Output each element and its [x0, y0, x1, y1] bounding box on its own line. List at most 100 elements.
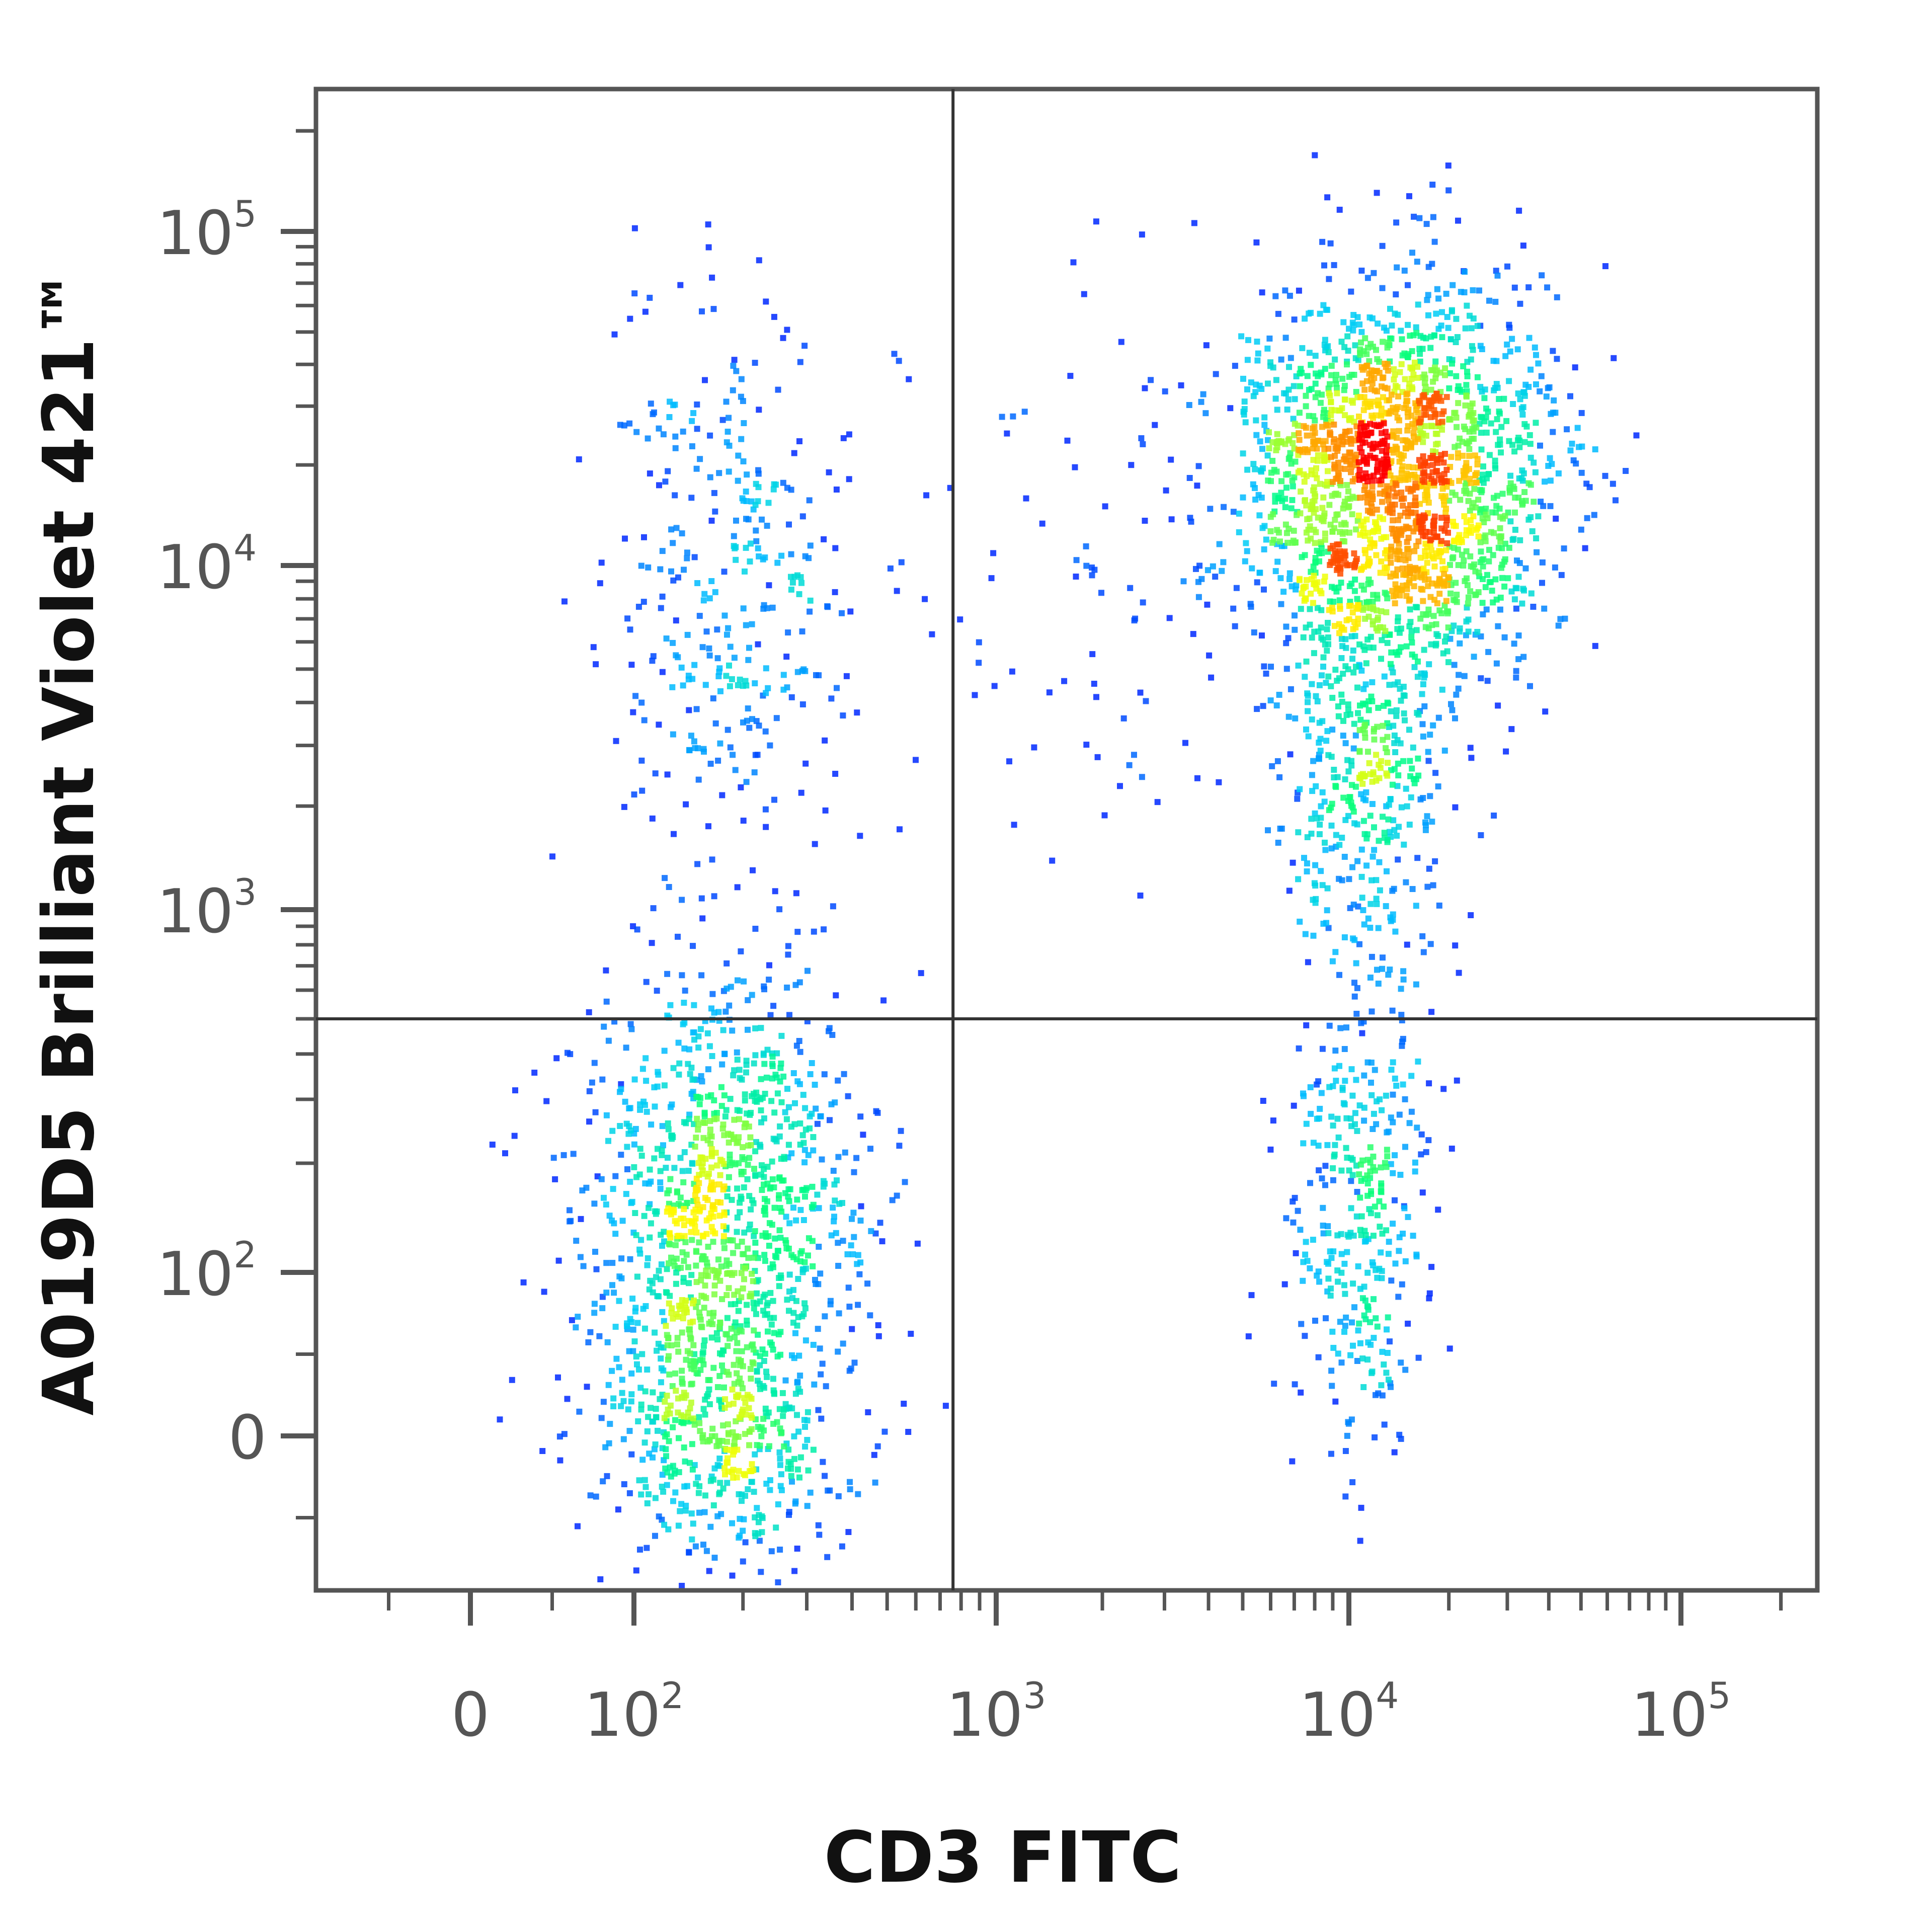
event-point	[1264, 345, 1271, 352]
event-point	[1358, 1213, 1365, 1220]
event-point	[1557, 616, 1564, 622]
event-point	[1332, 556, 1338, 562]
event-point	[717, 688, 723, 694]
event-point	[638, 562, 645, 569]
event-point	[1308, 816, 1315, 822]
event-point	[752, 1052, 759, 1059]
event-point	[1550, 429, 1556, 435]
event-point	[619, 1218, 626, 1224]
event-point	[745, 657, 752, 663]
event-point	[1341, 344, 1348, 350]
event-point	[1162, 388, 1168, 394]
event-point	[1411, 502, 1418, 509]
event-point	[1403, 879, 1409, 886]
event-point	[775, 1331, 782, 1338]
event-point	[1425, 583, 1431, 589]
event-point	[1310, 1140, 1317, 1146]
event-point	[1216, 541, 1223, 547]
event-point	[763, 665, 769, 672]
event-point	[1369, 778, 1376, 785]
event-point	[641, 717, 648, 723]
event-point	[1360, 475, 1367, 481]
event-point	[1308, 590, 1314, 597]
event-point	[512, 1087, 518, 1094]
event-point	[1342, 456, 1349, 462]
event-point	[778, 1099, 785, 1105]
event-point	[1404, 539, 1410, 545]
event-point	[800, 1092, 807, 1098]
event-point	[1384, 699, 1391, 706]
event-point	[1405, 1214, 1411, 1220]
event-point	[685, 1264, 691, 1270]
event-point	[1420, 514, 1427, 521]
event-point	[1118, 339, 1124, 345]
event-point	[643, 1545, 650, 1551]
event-point	[1488, 420, 1494, 427]
event-point	[645, 1255, 651, 1261]
event-point	[1403, 785, 1409, 792]
event-point	[1394, 585, 1401, 592]
event-point	[1408, 1108, 1415, 1115]
event-point	[990, 550, 997, 556]
event-point	[1421, 571, 1427, 578]
event-point	[1364, 1303, 1371, 1310]
event-point	[1510, 401, 1516, 407]
event-point	[1519, 412, 1526, 418]
event-point	[703, 1267, 709, 1274]
event-point	[1313, 693, 1319, 699]
event-point	[744, 717, 750, 724]
event-point	[1373, 1392, 1379, 1398]
event-point	[1216, 779, 1222, 785]
event-point	[1332, 517, 1338, 523]
event-point	[1346, 603, 1352, 609]
event-point	[738, 1358, 744, 1365]
event-point	[736, 1468, 742, 1474]
event-point	[1370, 606, 1377, 612]
event-point	[729, 676, 735, 682]
event-point	[793, 1042, 800, 1049]
event-point	[1491, 530, 1497, 536]
event-point	[682, 1458, 688, 1465]
event-point	[567, 1218, 573, 1225]
event-point	[898, 559, 905, 566]
event-point	[1206, 652, 1213, 659]
event-point	[627, 1021, 634, 1027]
event-point	[658, 1261, 665, 1268]
event-point	[1330, 1165, 1336, 1171]
event-point	[1395, 404, 1401, 411]
event-point	[742, 1120, 748, 1126]
event-point	[1312, 417, 1318, 424]
y-tick-label: 102	[156, 1234, 257, 1310]
event-point	[1410, 371, 1417, 378]
event-point	[855, 1491, 861, 1497]
event-point	[720, 1239, 727, 1245]
event-point	[1374, 388, 1381, 394]
event-point	[675, 574, 681, 581]
event-point	[794, 1412, 800, 1418]
event-point	[586, 1009, 592, 1015]
event-point	[612, 1324, 619, 1330]
event-point	[1273, 377, 1279, 383]
event-point	[1413, 525, 1419, 532]
event-point	[751, 1305, 757, 1312]
event-point	[658, 605, 664, 611]
event-point	[1578, 469, 1585, 476]
event-point	[708, 1179, 715, 1186]
event-point	[693, 1135, 699, 1141]
event-point	[1143, 698, 1149, 704]
event-point	[605, 1382, 612, 1388]
event-point	[695, 1126, 701, 1133]
event-point	[1432, 358, 1439, 365]
event-point	[1304, 432, 1310, 439]
event-point	[1380, 624, 1387, 631]
event-point	[699, 915, 706, 922]
event-point	[1364, 275, 1371, 281]
event-point	[1359, 530, 1366, 536]
event-point	[1355, 512, 1362, 519]
event-point	[1411, 213, 1417, 220]
event-point	[724, 1438, 731, 1445]
event-point	[730, 1250, 737, 1256]
event-point	[1435, 472, 1442, 478]
event-point	[736, 1491, 742, 1497]
event-point	[776, 1227, 783, 1234]
